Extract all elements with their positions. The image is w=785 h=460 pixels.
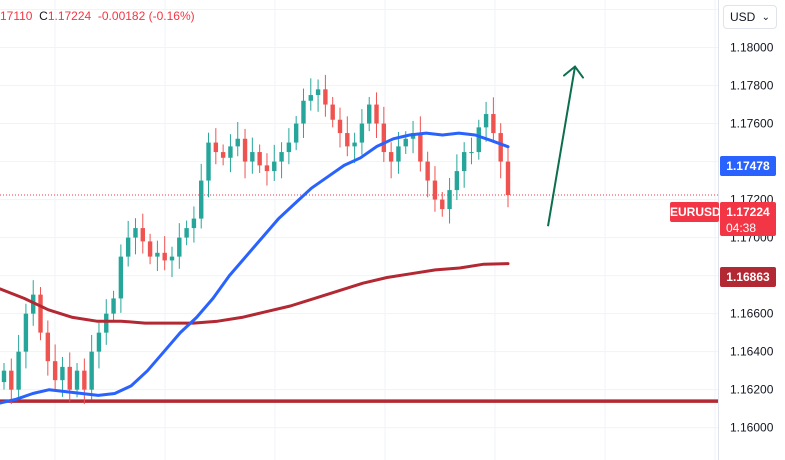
candle-body (323, 89, 328, 105)
change-value: -0.00182 (-0.16%) (97, 9, 195, 23)
candle-body (45, 332, 51, 362)
candle-body (155, 252, 160, 257)
countdown-timer: 04:38 (726, 221, 757, 235)
candle-body (359, 123, 365, 143)
candle-body (425, 161, 430, 181)
candle-body (396, 146, 401, 162)
candle-body (388, 152, 394, 162)
candle-body (461, 152, 467, 172)
ma-fast-price-badge: 1.17478 (720, 156, 776, 176)
candle-body (96, 332, 102, 352)
close-label: C (39, 9, 48, 23)
candle-body (418, 133, 423, 162)
candle-body (213, 142, 219, 153)
ohlc-legend: 17110 C1.17224 -0.00182 (-0.16%) (0, 9, 195, 23)
price-tick-label: 1.17800 (730, 79, 774, 93)
candle-body (505, 161, 511, 196)
candle-body (162, 252, 167, 261)
last-price-value: 1.17224 (726, 205, 770, 219)
ohlc-partial-value: 17110 (0, 9, 33, 23)
last-price-badge: 1.17224 04:38 (720, 202, 776, 236)
candle-body (9, 370, 14, 390)
ma-fast-line (0, 131, 510, 405)
candle-body (199, 180, 204, 219)
candle-body (483, 114, 489, 128)
candle-body (89, 351, 94, 390)
candle-body (315, 89, 321, 96)
candle-body (177, 237, 182, 257)
candle-body (345, 133, 350, 147)
candle-body (133, 228, 138, 238)
price-tick-label: 1.16000 (730, 421, 774, 435)
candle-body (476, 127, 481, 153)
ma-slow-price-badge: 1.16863 (720, 267, 776, 287)
price-tick-label: 1.16200 (730, 383, 774, 397)
candle-body (228, 146, 233, 158)
candle-body (301, 100, 306, 124)
ma-slow-line (0, 262, 510, 325)
candle-body (250, 152, 255, 162)
candle-body (220, 152, 226, 158)
currency-value: USD (730, 10, 756, 24)
candle-body (104, 313, 109, 333)
candle-body (403, 138, 408, 147)
chevron-down-icon: ⌄ (761, 11, 770, 23)
price-tick-label: 1.16600 (730, 307, 774, 321)
candle-body (23, 313, 29, 352)
candle-body (447, 190, 452, 210)
price-tick-label: 1.18000 (730, 41, 774, 55)
candle-body (191, 218, 197, 229)
candle-body (498, 133, 503, 162)
candle-body (454, 171, 460, 191)
candle-body (38, 294, 43, 333)
close-value: 1.17224 (47, 9, 92, 23)
price-tick-label: 1.17600 (730, 117, 774, 131)
candle-body (1, 370, 7, 383)
candle-body (111, 298, 116, 314)
candle-body (491, 114, 496, 134)
candle-body (206, 142, 211, 181)
candle-body (293, 123, 299, 143)
candle-body (60, 366, 65, 381)
arrow-head-icon (563, 65, 584, 79)
symbol-badge: EURUSD (670, 202, 721, 222)
candle-body (257, 152, 262, 166)
candle-body (374, 104, 379, 124)
forecast-arrow (547, 66, 576, 227)
currency-selector[interactable]: USD ⌄ (723, 5, 777, 29)
candle-body (286, 142, 292, 153)
candle-body (352, 142, 357, 147)
candle-body (147, 241, 153, 257)
candle-body (279, 152, 284, 162)
candle-body (184, 228, 189, 238)
candle-body (74, 370, 80, 390)
price-tick-label: 1.16400 (730, 345, 774, 359)
candle-body (308, 95, 313, 101)
candle-body (235, 138, 240, 147)
candle-body (125, 237, 131, 257)
candle-body (16, 351, 21, 390)
candle-body (242, 138, 248, 162)
candle-body (82, 370, 87, 390)
candle-body (118, 256, 124, 299)
candle-body (381, 123, 387, 153)
candle-body (367, 104, 372, 124)
candle-body (272, 161, 277, 172)
candle-body (440, 199, 445, 210)
candle-body (67, 366, 72, 390)
candle-body (330, 104, 335, 120)
candle-body (169, 256, 175, 261)
candle-body (432, 180, 438, 200)
candle-body (337, 119, 343, 134)
candle-body (140, 228, 145, 242)
candle-body (264, 165, 270, 172)
candle-body (469, 152, 474, 154)
candle-body (52, 361, 58, 381)
